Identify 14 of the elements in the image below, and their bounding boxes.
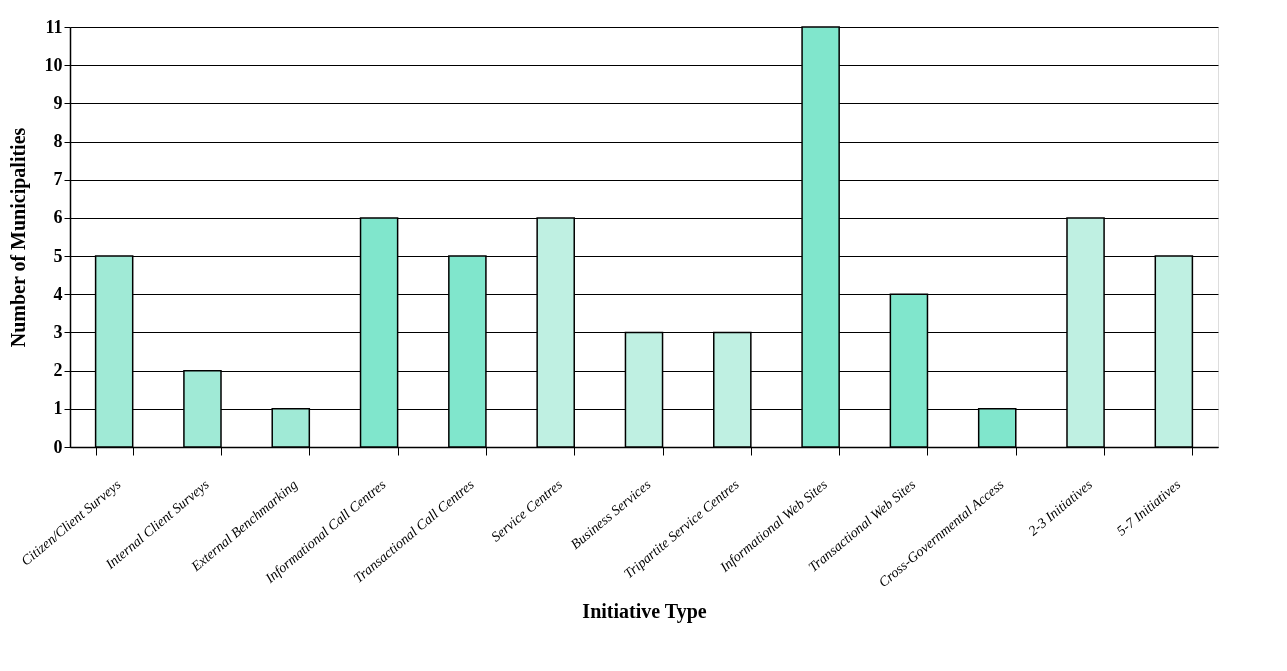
y-tick-label: 2 (53, 360, 63, 381)
y-tick-label: 9 (53, 92, 63, 113)
y-tick-label: 7 (53, 169, 63, 190)
y-tick-label: 3 (53, 321, 63, 342)
y-tick-label: 1 (53, 398, 63, 419)
y-tick-label: 6 (53, 207, 63, 228)
y-tick-label: 5 (53, 245, 63, 266)
y-tick-label: 4 (53, 283, 63, 304)
y-tick-label: 0 (53, 436, 63, 457)
y-axis-title: Number of Municipalities (6, 127, 30, 348)
y-tick-label: 8 (53, 131, 63, 152)
y-tick-label: 11 (45, 16, 63, 37)
y-tick-label: 10 (44, 54, 63, 75)
x-axis-title: Initiative Type (582, 600, 707, 624)
